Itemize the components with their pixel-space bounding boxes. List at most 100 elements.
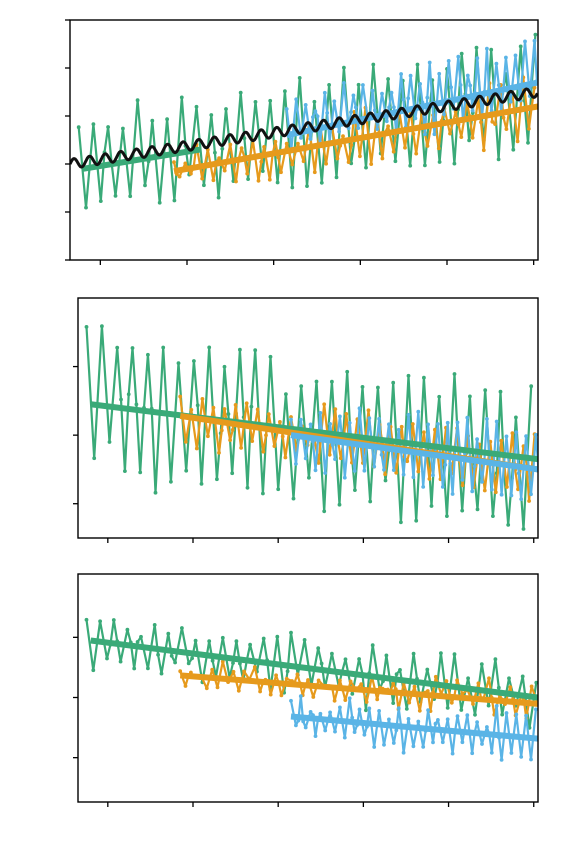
green-data-point <box>399 520 403 525</box>
green-data-point <box>297 76 302 80</box>
orange-data-point <box>266 412 271 416</box>
blue-data-point <box>426 422 430 427</box>
green-data-point <box>452 652 457 657</box>
green-data-point <box>261 491 265 496</box>
green-data-point <box>179 95 184 100</box>
blue-data-point <box>411 475 416 480</box>
blue-data-point <box>509 751 514 755</box>
orange-data-point <box>333 407 338 411</box>
green-data-point <box>115 345 120 350</box>
orange-data-point <box>510 431 515 435</box>
blue-data-point <box>433 721 438 726</box>
green-data-point <box>439 651 443 655</box>
green-data-point <box>146 666 150 671</box>
orange-data-point <box>433 674 438 679</box>
green-data-point <box>268 98 273 103</box>
blue-data-point <box>448 461 453 466</box>
blue-data-point <box>349 110 353 115</box>
orange-data-point <box>493 122 497 126</box>
blue-data-point <box>504 434 509 439</box>
green-data-point <box>172 198 177 203</box>
green-data-point <box>368 499 373 504</box>
orange-data-point <box>280 434 285 439</box>
blue-data-point <box>426 708 430 712</box>
blue-data-point <box>485 725 489 729</box>
blue-data-point <box>323 471 328 475</box>
green-data-point <box>135 640 140 644</box>
orange-data-point <box>261 449 266 454</box>
blue-data-point <box>470 751 475 756</box>
green-data-point <box>475 507 480 512</box>
blue-data-point <box>470 489 475 494</box>
blue-trend-line <box>290 432 538 473</box>
green-data-point <box>249 404 254 409</box>
blue-data-point <box>468 83 473 88</box>
orange-data-point <box>417 708 422 713</box>
orange-data-point <box>338 678 342 683</box>
blue-data-point <box>351 93 356 98</box>
blue-data-point <box>337 129 341 134</box>
orange-data-point <box>283 455 288 460</box>
green-data-point <box>526 140 530 145</box>
blue-data-point <box>328 422 332 426</box>
blue-data-point <box>367 706 372 711</box>
orange-data-point <box>262 145 266 149</box>
green-data-point <box>156 652 161 657</box>
green-data-point <box>209 113 214 117</box>
green-data-point <box>215 477 219 482</box>
orange-data-point <box>322 402 327 407</box>
blue-data-point <box>375 127 380 131</box>
green-data-point <box>253 348 258 353</box>
green-data-point <box>138 470 143 475</box>
blue-data-point <box>432 132 437 137</box>
green-data-point <box>452 372 457 376</box>
green-data-point <box>118 659 123 664</box>
blue-data-point <box>449 85 453 90</box>
blue-data-point <box>298 417 303 422</box>
green-data-point <box>511 147 516 152</box>
green-data-point <box>289 630 293 635</box>
orange-data-point <box>284 676 289 681</box>
blue-data-point <box>299 136 303 140</box>
green-data-point <box>192 359 196 363</box>
orange-data-point <box>267 177 272 182</box>
orange-data-point <box>183 684 188 688</box>
green-data-point <box>238 347 242 352</box>
green-data-point <box>342 65 346 70</box>
blue-data-point <box>523 39 527 44</box>
blue-data-point <box>499 492 504 497</box>
orange-data-point <box>194 446 199 451</box>
green-data-point <box>242 136 247 141</box>
orange-trend-line <box>173 103 538 175</box>
orange-data-point <box>200 397 205 401</box>
blue-data-point <box>475 56 480 61</box>
green-data-point <box>507 676 511 681</box>
blue-data-point <box>427 60 432 65</box>
blue-data-point <box>425 95 430 100</box>
green-data-point <box>275 180 280 185</box>
green-data-point <box>404 707 409 711</box>
green-data-point <box>437 394 442 399</box>
blue-data-point <box>455 714 460 718</box>
green-data-point <box>216 195 221 200</box>
orange-data-point <box>316 461 321 465</box>
blue-data-point <box>313 468 318 473</box>
orange-data-point <box>274 673 278 678</box>
orange-data-point <box>433 427 437 432</box>
orange-data-point <box>306 678 310 682</box>
orange-data-point <box>215 685 220 690</box>
green-data-point <box>161 345 166 350</box>
orange-data-point <box>380 156 385 161</box>
green-data-point <box>360 385 365 389</box>
green-data-point <box>261 636 266 641</box>
green-data-point <box>194 104 199 109</box>
green-data-point <box>213 150 217 155</box>
orange-data-point <box>217 156 222 161</box>
orange-data-point <box>178 669 183 674</box>
green-data-point <box>283 89 287 94</box>
blue-data-point <box>356 126 361 130</box>
blue-data-point <box>396 706 401 710</box>
orange-data-point <box>204 686 209 691</box>
green-data-point <box>207 639 212 643</box>
blue-data-point <box>333 729 337 734</box>
